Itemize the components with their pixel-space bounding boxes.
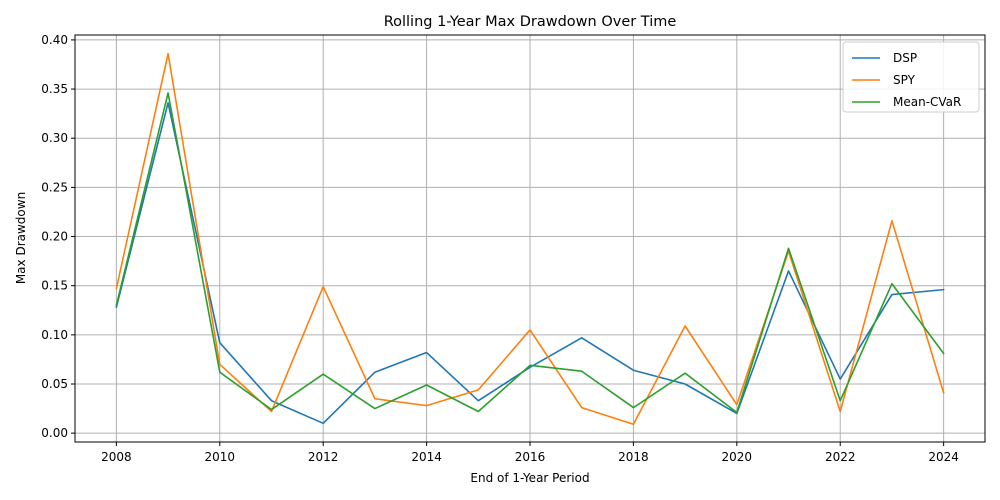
legend: DSP SPY Mean-CVaR (842, 41, 980, 113)
x-tick-label: 2024 (928, 450, 959, 464)
y-tick-label: 0.40 (41, 33, 68, 47)
x-axis-label: End of 1-Year Period (470, 471, 589, 485)
x-tick-label: 2012 (308, 450, 339, 464)
chart-title: Rolling 1-Year Max Drawdown Over Time (384, 14, 677, 30)
y-tick-label: 0.25 (41, 180, 68, 194)
legend-box (842, 41, 980, 113)
x-tick-label: 2008 (101, 450, 132, 464)
y-axis: 0.00 0.05 0.10 0.15 0.20 0.25 0.30 0.35 0.40 (41, 33, 75, 440)
x-tick-label: 2022 (825, 450, 856, 464)
legend-label: Mean-CVaR (893, 95, 961, 109)
x-tick-label: 2018 (618, 450, 649, 464)
x-tick-label: 2016 (515, 450, 546, 464)
y-axis-label: Max Drawdown (14, 192, 28, 284)
gridlines (75, 35, 985, 442)
series-layer (115, 52, 945, 426)
series-line-spy (115, 52, 945, 426)
x-axis: 2008 2010 2012 2014 2016 2018 2020 2022 2024 (101, 442, 959, 464)
y-tick-label: 0.30 (41, 131, 68, 145)
y-tick-label: 0.05 (41, 377, 68, 391)
y-tick-label: 0.00 (41, 426, 68, 440)
x-tick-label: 2014 (411, 450, 442, 464)
x-tick-label: 2020 (722, 450, 753, 464)
x-tick-label: 2010 (204, 450, 235, 464)
legend-label: DSP (893, 51, 917, 65)
y-tick-label: 0.15 (41, 279, 68, 293)
y-tick-label: 0.35 (41, 82, 68, 96)
series-line-mean-cvar (115, 92, 945, 414)
y-tick-label: 0.20 (41, 230, 68, 244)
y-tick-label: 0.10 (41, 328, 68, 342)
legend-label: SPY (893, 73, 916, 87)
